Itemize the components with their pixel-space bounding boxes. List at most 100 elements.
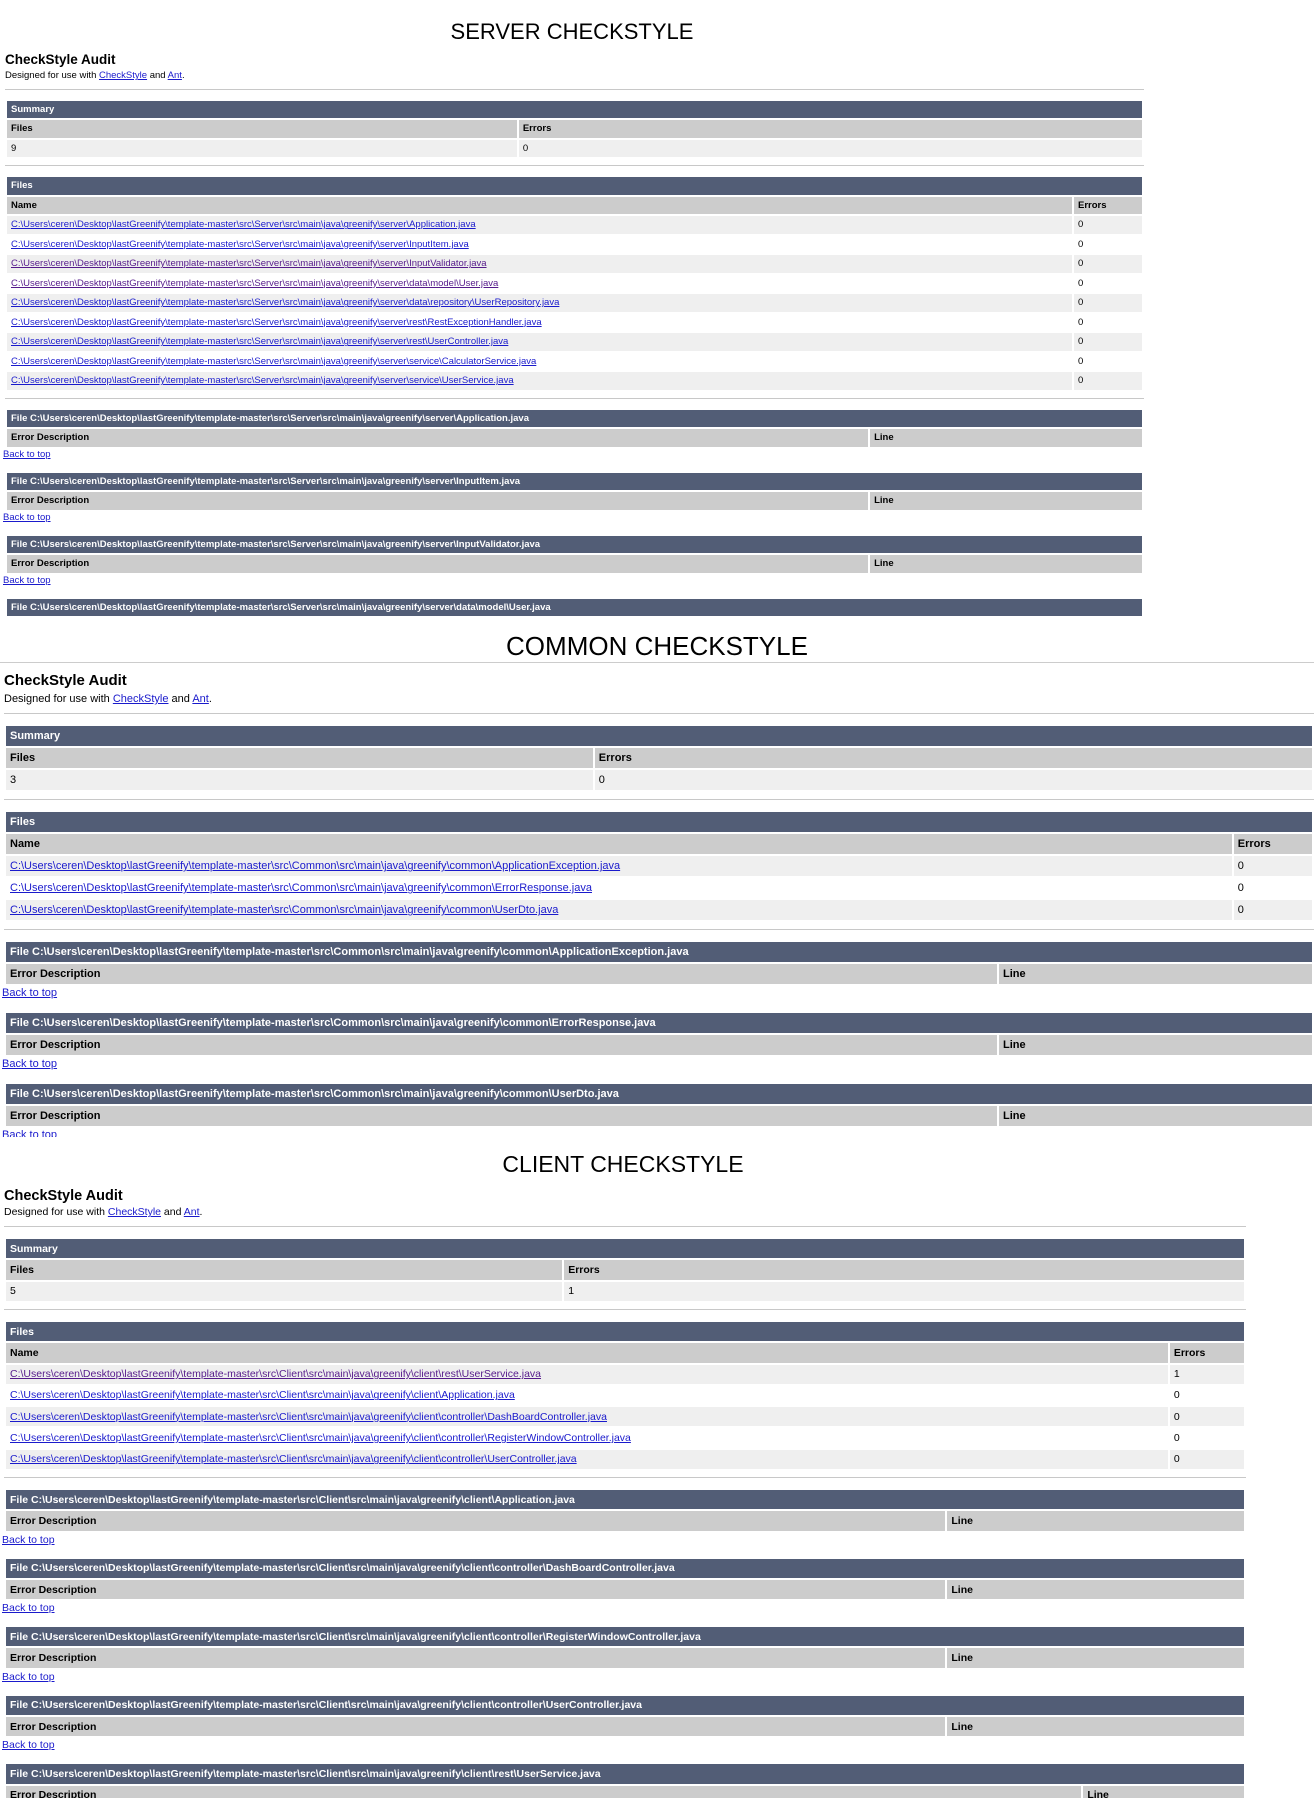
file-row: C:\Users\ceren\Desktop\lastGreenify\temp… — [6, 878, 1312, 899]
file-link[interactable]: C:\Users\ceren\Desktop\lastGreenify\temp… — [10, 860, 621, 873]
error-description-header: Error Description — [6, 964, 998, 985]
back-to-top-link[interactable]: Back to top — [2, 1533, 55, 1546]
checkstyle-link[interactable]: CheckStyle — [107, 1206, 161, 1219]
file-link[interactable]: C:\Users\ceren\Desktop\lastGreenify\temp… — [10, 904, 559, 917]
line-header: Line — [999, 1035, 1312, 1056]
file-name-cell: C:\Users\ceren\Desktop\lastGreenify\temp… — [7, 333, 1073, 351]
file-name-cell: C:\Users\ceren\Desktop\lastGreenify\temp… — [7, 352, 1073, 371]
line-header: Line — [947, 1579, 1244, 1600]
back-to-top-link[interactable]: Back to top — [2, 1058, 58, 1071]
file-row: C:\Users\ceren\Desktop\lastGreenify\temp… — [6, 1428, 1244, 1448]
designed-suffix: . — [208, 693, 212, 705]
back-to-top-link[interactable]: Back to top — [3, 511, 51, 523]
file-link[interactable]: C:\Users\ceren\Desktop\lastGreenify\temp… — [11, 277, 499, 289]
errors-header: Errors — [594, 748, 1312, 769]
summary-title: Summary — [6, 1239, 1244, 1259]
name-header: Name — [7, 196, 1073, 215]
file-link[interactable]: C:\Users\ceren\Desktop\lastGreenify\temp… — [11, 238, 469, 250]
files-count: 9 — [7, 139, 517, 158]
divider — [5, 88, 1144, 90]
file-link[interactable]: C:\Users\ceren\Desktop\lastGreenify\temp… — [10, 1410, 607, 1423]
file-error-count: 0 — [1074, 235, 1142, 254]
back-to-top-link[interactable]: Back to top — [3, 448, 51, 460]
client-checkstyle-section: CLIENT CHECKSTYLE CheckStyle Audit Designe… — [0, 1137, 1246, 1798]
section-title: COMMON CHECKSTYLE — [0, 617, 1314, 663]
file-error-count: 0 — [1074, 255, 1142, 273]
files-title-row: Files — [7, 177, 1142, 195]
line-header: Line — [870, 429, 1142, 447]
back-to-top-link[interactable]: Back to top — [2, 1670, 55, 1683]
files-header: Files — [6, 1260, 563, 1280]
file-row: C:\Users\ceren\Desktop\lastGreenify\temp… — [6, 900, 1312, 921]
file-name-cell: C:\Users\ceren\Desktop\lastGreenify\temp… — [6, 1385, 1168, 1406]
summary-title-row: Summary — [6, 726, 1312, 747]
file-error-count: 0 — [1074, 294, 1142, 312]
designed-for-text: Designed for use with CheckStyle and Ant… — [4, 1206, 1246, 1220]
file-error-count: 0 — [1074, 216, 1142, 234]
file-detail-title: File C:\Users\ceren\Desktop\lastGreenify… — [6, 1695, 1244, 1716]
back-to-top-link[interactable]: Back to top — [2, 1602, 55, 1615]
file-detail-title-row: File C:\Users\ceren\Desktop\lastGreenify… — [6, 1558, 1244, 1578]
file-detail-title-row: File C:\Users\ceren\Desktop\lastGreenify… — [7, 409, 1142, 428]
file-detail-table: File C:\Users\ceren\Desktop\lastGreenify… — [4, 1762, 1246, 1798]
designed-prefix: Designed for use with — [4, 693, 113, 705]
file-detail-table: File C:\Users\ceren\Desktop\lastGreenify… — [5, 534, 1144, 575]
ant-link[interactable]: Ant — [192, 693, 209, 705]
report-body: CheckStyle Audit Designed for use with Ch… — [0, 672, 1314, 1137]
back-to-top-link[interactable]: Back to top — [2, 987, 58, 1000]
report-body: CheckStyle Audit Designed for use with Ch… — [0, 1188, 1246, 1798]
file-detail-title: File C:\Users\ceren\Desktop\lastGreenify… — [7, 598, 1142, 617]
file-link[interactable]: C:\Users\ceren\Desktop\lastGreenify\temp… — [10, 882, 592, 895]
file-row: C:\Users\ceren\Desktop\lastGreenify\temp… — [7, 372, 1142, 390]
file-error-count: 1 — [1169, 1364, 1244, 1384]
file-name-cell: C:\Users\ceren\Desktop\lastGreenify\temp… — [7, 372, 1073, 390]
back-to-top-link[interactable]: Back to top — [2, 1739, 55, 1752]
file-detail-table: File C:\Users\ceren\Desktop\lastGreenify… — [4, 1488, 1246, 1533]
back-to-top-link[interactable]: Back to top — [3, 574, 51, 586]
ant-link[interactable]: Ant — [183, 1206, 200, 1219]
file-detail-header-row: Error Description Line — [6, 1106, 1312, 1127]
file-error-count: 0 — [1074, 274, 1142, 293]
file-link[interactable]: C:\Users\ceren\Desktop\lastGreenify\temp… — [11, 336, 509, 348]
ant-link[interactable]: Ant — [167, 70, 182, 82]
file-link[interactable]: C:\Users\ceren\Desktop\lastGreenify\temp… — [10, 1368, 542, 1381]
designed-prefix: Designed for use with — [4, 1206, 108, 1219]
file-name-cell: C:\Users\ceren\Desktop\lastGreenify\temp… — [6, 1364, 1168, 1384]
errors-count: 1 — [564, 1281, 1244, 1301]
file-detail-header-row: Error Description Line — [7, 555, 1142, 573]
summary-title: Summary — [7, 100, 1142, 119]
errors-header: Errors — [1074, 196, 1142, 215]
file-error-count: 0 — [1169, 1428, 1244, 1448]
line-header: Line — [870, 492, 1142, 510]
file-row: C:\Users\ceren\Desktop\lastGreenify\temp… — [6, 1449, 1244, 1469]
files-count: 5 — [6, 1281, 563, 1301]
file-link[interactable]: C:\Users\ceren\Desktop\lastGreenify\temp… — [10, 1389, 515, 1402]
divider — [4, 1477, 1246, 1478]
file-link[interactable]: C:\Users\ceren\Desktop\lastGreenify\temp… — [11, 219, 476, 231]
common-checkstyle-section: COMMON CHECKSTYLE CheckStyle Audit Designe… — [0, 617, 1314, 1137]
errors-count: 0 — [518, 139, 1142, 158]
error-description-header: Error Description — [7, 429, 869, 447]
line-header: Line — [999, 964, 1312, 985]
checkstyle-link[interactable]: CheckStyle — [112, 693, 169, 705]
file-detail-title-row: File C:\Users\ceren\Desktop\lastGreenify… — [7, 598, 1142, 617]
files-title: Files — [6, 812, 1312, 833]
file-row: C:\Users\ceren\Desktop\lastGreenify\temp… — [7, 294, 1142, 312]
back-to-top-link[interactable]: Back to top — [2, 1129, 58, 1137]
file-row: C:\Users\ceren\Desktop\lastGreenify\temp… — [7, 255, 1142, 273]
divider — [5, 165, 1144, 167]
file-link[interactable]: C:\Users\ceren\Desktop\lastGreenify\temp… — [10, 1432, 631, 1445]
file-detail-header-row: Error Description Line — [6, 1717, 1244, 1737]
file-link[interactable]: C:\Users\ceren\Desktop\lastGreenify\temp… — [11, 297, 560, 309]
file-link[interactable]: C:\Users\ceren\Desktop\lastGreenify\temp… — [11, 258, 487, 270]
file-error-count: 0 — [1074, 333, 1142, 351]
audit-title: CheckStyle Audit — [4, 672, 127, 689]
checkstyle-link[interactable]: CheckStyle — [99, 70, 148, 82]
file-detail-table: File C:\Users\ceren\Desktop\lastGreenify… — [5, 408, 1144, 449]
file-link[interactable]: C:\Users\ceren\Desktop\lastGreenify\temp… — [10, 1453, 577, 1466]
file-link[interactable]: C:\Users\ceren\Desktop\lastGreenify\temp… — [11, 375, 514, 387]
file-detail-title: File C:\Users\ceren\Desktop\lastGreenify… — [6, 1013, 1312, 1034]
file-link[interactable]: C:\Users\ceren\Desktop\lastGreenify\temp… — [11, 355, 537, 367]
file-link[interactable]: C:\Users\ceren\Desktop\lastGreenify\temp… — [11, 316, 542, 328]
